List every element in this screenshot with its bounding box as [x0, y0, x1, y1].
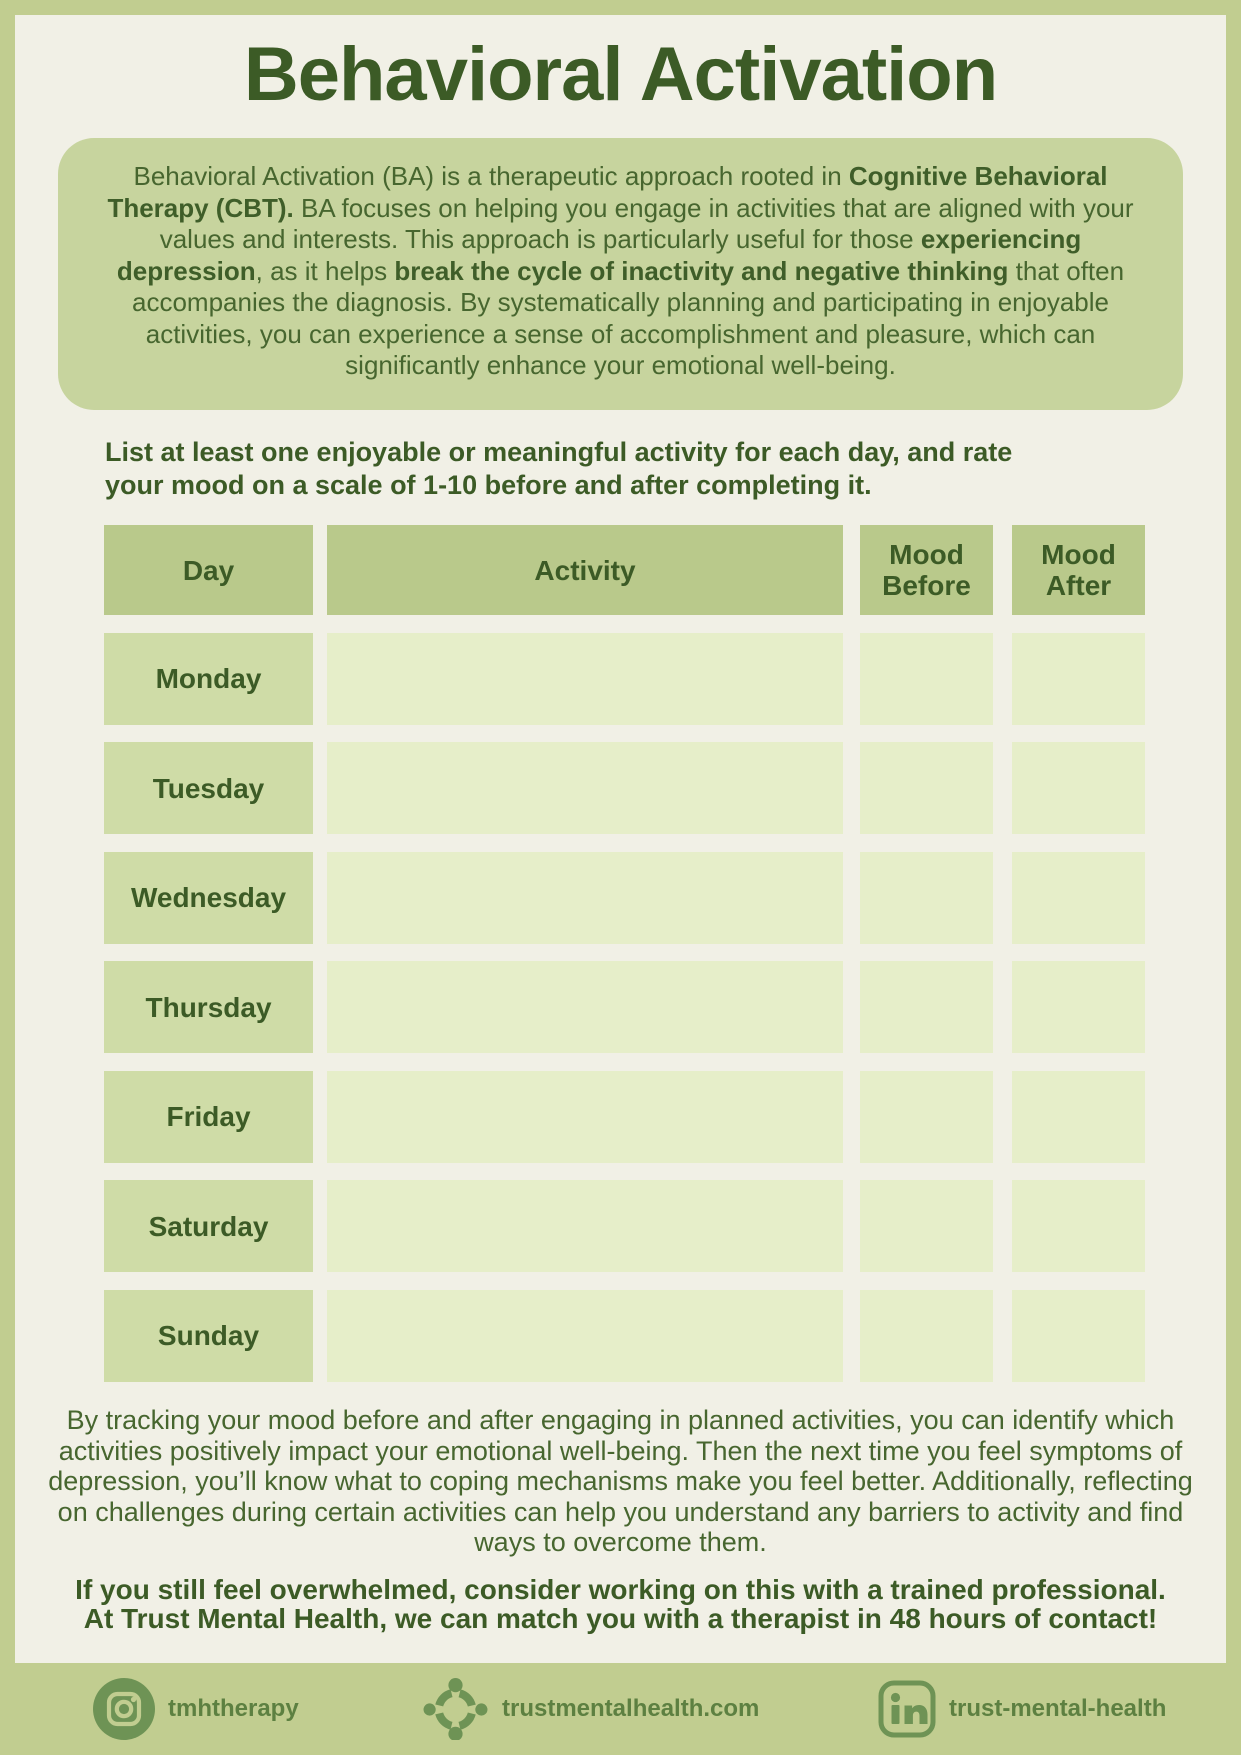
mood-after-input-cell[interactable] — [1012, 632, 1145, 725]
intro-segment-bold: break the cycle of inactivity and negati… — [394, 255, 1009, 286]
table-row-friday: Friday — [104, 1070, 1145, 1163]
linkedin-contact: trust-mental-health — [878, 1663, 1166, 1755]
mood-before-input-cell[interactable] — [860, 1180, 993, 1272]
mood-after-input-cell[interactable] — [1012, 1070, 1145, 1163]
table-row-monday: Monday — [104, 632, 1145, 725]
mood-before-input-cell[interactable] — [860, 961, 993, 1053]
mood-before-input-cell[interactable] — [860, 851, 993, 944]
column-header-activity: Activity — [327, 525, 843, 615]
instruction-line-2: your mood on a scale of 1-10 before and … — [105, 470, 872, 500]
day-label: Sunday — [104, 1289, 313, 1382]
table-row-wednesday: Wednesday — [104, 851, 1145, 944]
mood-after-input-cell[interactable] — [1012, 1180, 1145, 1272]
instagram-contact: tmhtherapy — [93, 1663, 299, 1755]
intro-paragraph: Behavioral Activation (BA) is a therapeu… — [106, 161, 1135, 382]
mood-after-input-cell[interactable] — [1012, 851, 1145, 944]
activity-table: Day Activity Mood Before Mood After Mond… — [104, 525, 1145, 1382]
outro-paragraph: By tracking your mood before and after e… — [48, 1405, 1193, 1557]
intro-segment: that often accompanies the diagnosis. By… — [131, 255, 1125, 381]
intro-segment-bold: experiencing depression — [116, 224, 1082, 286]
table-row-saturday: Saturday — [104, 1180, 1145, 1272]
day-label: Tuesday — [104, 742, 313, 834]
day-label: Thursday — [104, 961, 313, 1053]
mood-before-input-cell[interactable] — [860, 742, 993, 834]
day-label: Friday — [104, 1070, 313, 1163]
cta-text: If you still feel overwhelmed, consider … — [15, 1574, 1226, 1634]
mood-after-input-cell[interactable] — [1012, 742, 1145, 834]
cta-line-1: If you still feel overwhelmed, consider … — [75, 1574, 1166, 1605]
activity-input-cell[interactable] — [327, 961, 843, 1053]
linkedin-handle: trust-mental-health — [949, 1695, 1167, 1722]
mood-before-input-cell[interactable] — [860, 1289, 993, 1382]
activity-input-cell[interactable] — [327, 632, 843, 725]
activity-input-cell[interactable] — [327, 1070, 843, 1163]
intro-box: Behavioral Activation (BA) is a therapeu… — [58, 138, 1183, 410]
instagram-handle: tmhtherapy — [168, 1695, 299, 1722]
day-label: Monday — [104, 632, 313, 725]
table-row-sunday: Sunday — [104, 1289, 1145, 1382]
intro-segment: , as it helps — [255, 255, 395, 286]
activity-input-cell[interactable] — [327, 851, 843, 944]
activity-input-cell[interactable] — [327, 742, 843, 834]
day-label: Saturday — [104, 1180, 313, 1272]
instagram-icon — [93, 1678, 155, 1740]
mood-after-input-cell[interactable] — [1012, 961, 1145, 1053]
mood-before-input-cell[interactable] — [860, 632, 993, 725]
activity-input-cell[interactable] — [327, 1180, 843, 1272]
intro-segment-bold: Cognitive Behavioral Therapy (CBT). — [107, 161, 1108, 223]
instruction-line-1: List at least one enjoyable or meaningfu… — [105, 437, 1013, 467]
cta-line-2: At Trust Mental Health, we can match you… — [83, 1602, 1158, 1634]
column-header-mood-after: Mood After — [1012, 525, 1145, 615]
page-title: Behavioral Activation — [243, 32, 998, 117]
mood-before-input-cell[interactable] — [860, 1070, 993, 1163]
instruction-text: List at least one enjoyable or meaningfu… — [105, 436, 1185, 502]
table-row-thursday: Thursday — [104, 961, 1145, 1053]
table-row-tuesday: Tuesday — [104, 742, 1145, 834]
column-header-mood-before: Mood Before — [860, 525, 993, 615]
website-label: trustmentalhealth.com — [502, 1695, 760, 1722]
day-label: Wednesday — [104, 851, 313, 944]
footer-bar: tmhtherapy trustmentalhealth.com — [0, 1663, 1241, 1755]
intro-segment: BA focuses on helping you engage in acti… — [159, 192, 1134, 255]
linkedin-icon — [878, 1680, 936, 1738]
column-header-day: Day — [104, 525, 313, 615]
tmh-logo-icon — [423, 1677, 488, 1741]
table-header-row: Day Activity Mood Before Mood After — [104, 525, 1145, 615]
mood-after-input-cell[interactable] — [1012, 1289, 1145, 1382]
activity-input-cell[interactable] — [327, 1289, 843, 1382]
intro-segment: Behavioral Activation (BA) is a therapeu… — [133, 161, 849, 191]
website-contact: trustmentalhealth.com — [422, 1663, 759, 1755]
